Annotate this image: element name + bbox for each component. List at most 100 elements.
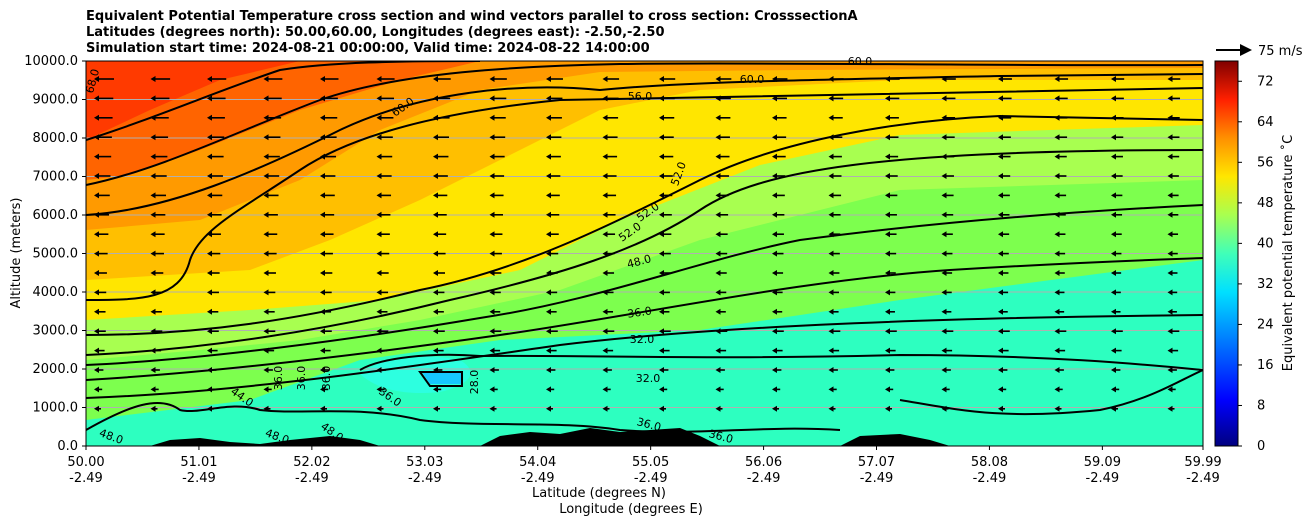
- wind-vector-head: [659, 173, 664, 179]
- wind-vector-head: [885, 192, 890, 199]
- wind-vector-head: [941, 211, 947, 218]
- wind-vector-head: [828, 270, 834, 276]
- wind-vector-head: [772, 95, 777, 102]
- wind-vector-head: [1167, 328, 1173, 335]
- wind-vector-head: [546, 173, 551, 179]
- wind-vector-head: [150, 95, 156, 102]
- wind-vector-head: [602, 192, 608, 199]
- wind-vector-head: [828, 405, 834, 412]
- wind-vector-head: [1167, 289, 1173, 296]
- colorbar-tick-label: 40: [1257, 236, 1274, 251]
- colorbar-tick-label: 0: [1257, 439, 1265, 454]
- wind-vector-head: [376, 367, 382, 373]
- wind-vector-head: [772, 367, 777, 373]
- wind-vector-head: [546, 405, 551, 412]
- wind-vector-head: [998, 386, 1003, 393]
- contour-label: 36.0: [707, 427, 734, 446]
- wind-vector-head: [94, 95, 99, 102]
- wind-vector-head: [885, 308, 890, 315]
- chart-title-line-3: Simulation start time: 2024-08-21 00:00:…: [86, 41, 650, 56]
- wind-vector-head: [1167, 405, 1173, 412]
- wind-vector-head: [207, 114, 212, 121]
- wind-vector-head: [602, 173, 608, 179]
- wind-vector-head: [659, 231, 664, 238]
- wind-vector-head: [998, 173, 1003, 179]
- wind-vector-head: [1111, 114, 1116, 121]
- wind-vector-head: [715, 289, 721, 296]
- wind-vector-head: [207, 95, 212, 102]
- wind-vector-head: [715, 173, 721, 179]
- wind-vector-head: [1054, 192, 1060, 199]
- wind-vector-head: [207, 347, 212, 354]
- wind-vector-head: [320, 211, 325, 218]
- wind-vector-head: [546, 386, 551, 393]
- contour-label: 68.0: [83, 68, 102, 95]
- wind-vector-head: [602, 76, 608, 82]
- wind-vector-head: [715, 95, 721, 102]
- wind-vector-head: [489, 153, 495, 160]
- wind-vector-head: [772, 173, 777, 179]
- wind-vector-head: [320, 367, 325, 373]
- wind-vector-head: [433, 386, 438, 393]
- wind-vector-head: [659, 134, 664, 141]
- wind-vector-head: [1111, 308, 1116, 315]
- wind-vector-head: [546, 328, 551, 335]
- wind-vector-head: [376, 270, 382, 276]
- y-tick-label: 3000.0: [33, 324, 79, 339]
- wind-vector-head: [546, 289, 551, 296]
- x-tick-label-lat: 52.02: [293, 455, 330, 470]
- wind-vector-head: [941, 289, 947, 296]
- colorbar-tick-label: 56: [1257, 155, 1274, 170]
- wind-vector-head: [1054, 95, 1060, 102]
- wind-vector-head: [207, 211, 212, 218]
- x-tick-label-lon: -2.49: [69, 471, 103, 486]
- wind-vector-head: [715, 250, 721, 257]
- wind-vector-head: [1167, 367, 1173, 373]
- quiver-key-label: 75 m/s: [1258, 44, 1303, 59]
- colorbar-label: Equivalent potential temperature ˚C: [1280, 135, 1296, 371]
- chart-title-line-2: Latitudes (degrees north): 50.00,60.00, …: [86, 25, 665, 40]
- wind-vector-head: [1054, 386, 1060, 393]
- wind-vector-head: [715, 405, 721, 412]
- wind-vector-head: [772, 328, 777, 335]
- x-tick-label-lat: 59.09: [1084, 455, 1121, 470]
- wind-vector-head: [263, 367, 269, 373]
- wind-vector-head: [1054, 134, 1060, 141]
- wind-vector-head: [320, 114, 325, 121]
- wind-vector-head: [207, 405, 212, 412]
- wind-vector-head: [998, 289, 1003, 296]
- wind-vector-head: [1054, 289, 1060, 296]
- x-tick-label-lat: 59.99: [1184, 455, 1221, 470]
- wind-vector-head: [320, 308, 325, 315]
- wind-vector-head: [659, 211, 664, 218]
- wind-vector-head: [489, 367, 495, 373]
- wind-vector-head: [207, 386, 212, 393]
- wind-vector-head: [433, 76, 438, 82]
- wind-vector-head: [263, 211, 269, 218]
- wind-vector-head: [998, 308, 1003, 315]
- wind-vector-head: [602, 270, 608, 276]
- wind-vector-head: [772, 347, 777, 354]
- wind-vector-head: [150, 192, 156, 199]
- wind-vector-head: [150, 134, 156, 141]
- wind-vector-head: [941, 270, 947, 276]
- contour-label: 36.0: [320, 366, 333, 391]
- wind-vector-head: [94, 231, 99, 238]
- wind-vector-head: [207, 270, 212, 276]
- field-blue-pocket: [422, 372, 462, 384]
- wind-vector-head: [489, 308, 495, 315]
- wind-vector-head: [263, 405, 269, 412]
- wind-vector-head: [263, 270, 269, 276]
- wind-vector-head: [320, 289, 325, 296]
- wind-vector-head: [433, 347, 438, 354]
- wind-vector-head: [772, 114, 777, 121]
- wind-vector-head: [207, 231, 212, 238]
- wind-vector-head: [998, 367, 1003, 373]
- contour-line: [359, 353, 1203, 371]
- wind-vector-head: [715, 231, 721, 238]
- wind-vector-head: [1054, 270, 1060, 276]
- wind-vector-head: [94, 270, 99, 276]
- wind-vector-head: [207, 192, 212, 199]
- wind-vector-head: [772, 250, 777, 257]
- wind-vector-head: [150, 76, 156, 82]
